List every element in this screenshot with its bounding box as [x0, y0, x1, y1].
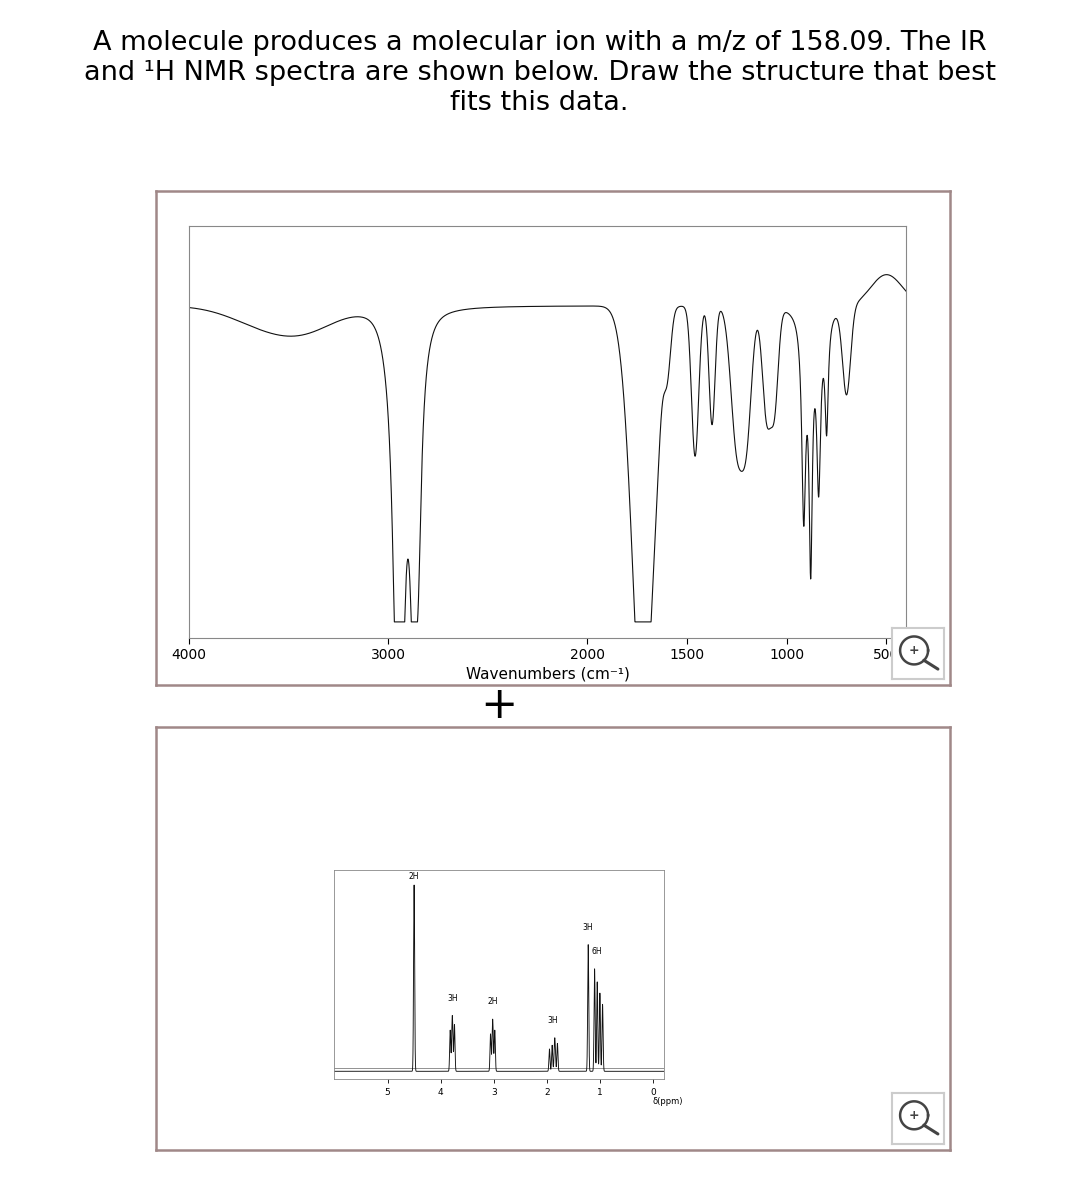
Text: δ(ppm): δ(ppm)	[653, 1098, 683, 1106]
Text: +: +	[480, 684, 517, 727]
Text: +: +	[909, 644, 919, 657]
Text: 2H: 2H	[488, 998, 497, 1006]
X-axis label: Wavenumbers (cm⁻¹): Wavenumbers (cm⁻¹)	[466, 666, 629, 682]
Text: +: +	[909, 1109, 919, 1122]
Text: 6H: 6H	[592, 946, 602, 956]
Text: 3H: 3H	[583, 923, 593, 932]
Text: 2H: 2H	[409, 873, 420, 881]
Text: 3H: 3H	[447, 994, 457, 1002]
Text: A molecule produces a molecular ion with a m/z of 158.09. The IR
and ¹H NMR spec: A molecule produces a molecular ion with…	[83, 30, 996, 116]
Text: 3H: 3H	[548, 1016, 559, 1025]
